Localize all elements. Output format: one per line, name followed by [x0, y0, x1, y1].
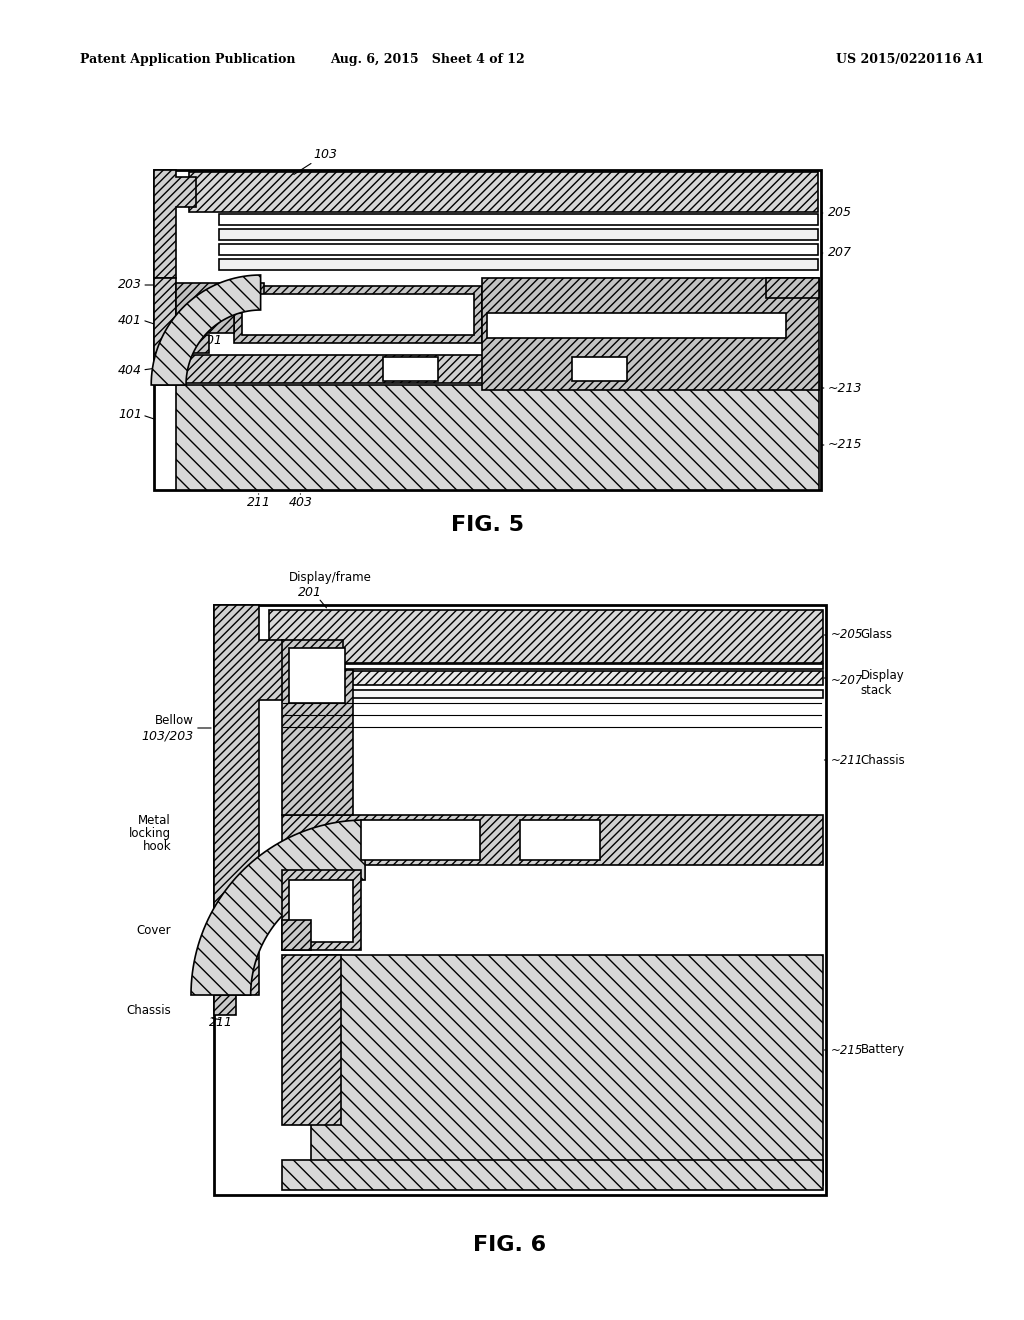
Text: FIG. 5: FIG. 5	[451, 515, 524, 535]
Polygon shape	[383, 356, 437, 381]
Text: ~205: ~205	[830, 628, 863, 642]
Text: Metal: Metal	[138, 813, 171, 826]
Text: ~213: ~213	[827, 381, 862, 395]
Polygon shape	[282, 870, 361, 950]
Polygon shape	[268, 610, 822, 663]
Text: US 2015/0220116 A1: US 2015/0220116 A1	[836, 54, 984, 66]
Text: 101: 101	[209, 924, 232, 936]
Text: FIG. 6: FIG. 6	[473, 1236, 546, 1255]
Text: stack: stack	[860, 684, 892, 697]
Text: locking: locking	[129, 826, 171, 840]
Polygon shape	[282, 640, 353, 814]
Polygon shape	[176, 355, 818, 383]
Polygon shape	[482, 279, 818, 389]
Polygon shape	[176, 385, 818, 490]
Polygon shape	[284, 690, 822, 698]
Polygon shape	[242, 294, 474, 335]
Text: Aug. 6, 2015   Sheet 4 of 12: Aug. 6, 2015 Sheet 4 of 12	[331, 54, 525, 66]
Polygon shape	[191, 820, 366, 995]
Polygon shape	[290, 648, 345, 704]
Text: ~207: ~207	[830, 673, 863, 686]
Polygon shape	[214, 605, 284, 995]
Polygon shape	[152, 275, 261, 385]
Text: 211: 211	[247, 495, 270, 508]
Polygon shape	[282, 1160, 822, 1191]
Text: ~215: ~215	[827, 438, 862, 451]
Text: 404: 404	[118, 363, 142, 376]
Text: Chassis: Chassis	[126, 1003, 171, 1016]
Polygon shape	[290, 880, 353, 942]
Text: Patent Application Publication: Patent Application Publication	[80, 54, 295, 66]
Text: Bellow: Bellow	[155, 714, 194, 726]
Text: 203: 203	[118, 279, 142, 292]
Polygon shape	[219, 214, 818, 224]
Polygon shape	[189, 172, 818, 213]
Text: ~215: ~215	[830, 1044, 863, 1056]
Text: 201: 201	[199, 334, 223, 346]
Text: 403: 403	[289, 495, 312, 508]
Text: 207: 207	[827, 247, 852, 260]
Polygon shape	[219, 228, 818, 240]
Text: Chassis: Chassis	[860, 754, 905, 767]
Text: 405: 405	[219, 826, 243, 840]
Polygon shape	[155, 170, 820, 490]
Text: Glass: Glass	[860, 628, 893, 642]
Polygon shape	[361, 820, 480, 861]
Text: hook: hook	[142, 840, 171, 853]
Polygon shape	[214, 660, 236, 1015]
Text: 211: 211	[209, 1016, 232, 1030]
Text: 103: 103	[313, 149, 337, 161]
Text: 103/203: 103/203	[141, 730, 194, 742]
Text: Cover: Cover	[136, 924, 171, 936]
Polygon shape	[282, 954, 341, 1125]
Polygon shape	[284, 671, 822, 685]
Polygon shape	[282, 814, 822, 865]
Polygon shape	[219, 244, 818, 255]
Text: 205: 205	[827, 206, 852, 219]
Polygon shape	[219, 259, 818, 271]
Polygon shape	[176, 335, 209, 352]
Text: Display/frame: Display/frame	[289, 570, 372, 583]
Text: 101: 101	[118, 408, 142, 421]
Polygon shape	[487, 313, 785, 338]
Polygon shape	[176, 282, 263, 333]
Text: Battery: Battery	[860, 1044, 904, 1056]
Polygon shape	[155, 170, 196, 279]
Polygon shape	[572, 356, 627, 381]
Text: 401: 401	[118, 314, 142, 326]
Text: Display: Display	[860, 668, 904, 681]
Polygon shape	[282, 920, 311, 950]
Polygon shape	[233, 286, 482, 343]
Polygon shape	[311, 954, 822, 1185]
Polygon shape	[520, 820, 600, 861]
Polygon shape	[766, 279, 818, 298]
Text: ~211: ~211	[830, 754, 863, 767]
Polygon shape	[268, 664, 822, 669]
Polygon shape	[155, 279, 176, 385]
Text: 201: 201	[298, 586, 323, 598]
Polygon shape	[214, 605, 825, 1195]
Ellipse shape	[463, 1015, 721, 1175]
